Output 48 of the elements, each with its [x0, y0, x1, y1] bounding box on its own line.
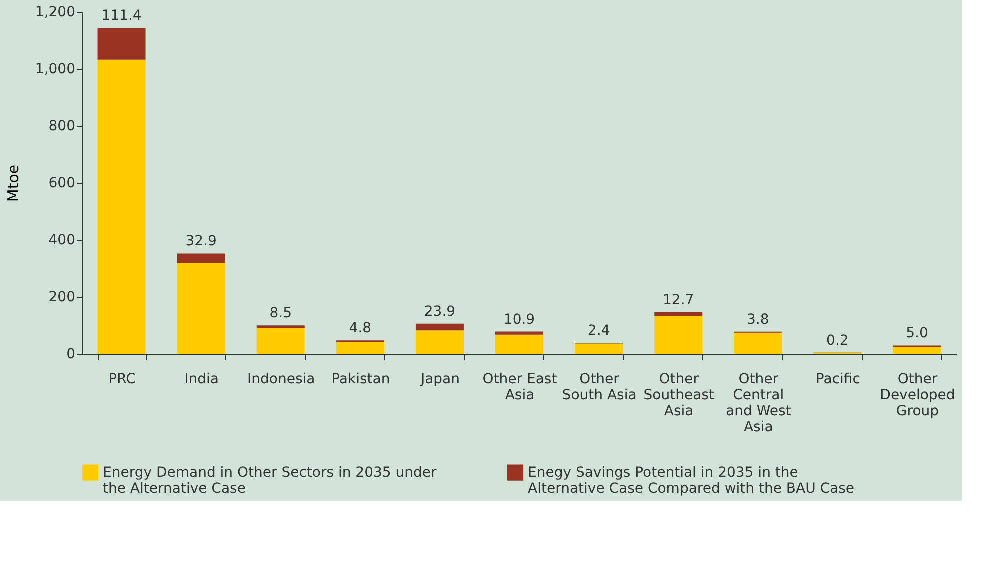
data-label: 10.9	[504, 312, 536, 328]
bar	[256, 328, 305, 354]
data-label: 12.7	[663, 292, 694, 308]
data-label: 8.5	[270, 306, 292, 322]
data-label: 32.9	[186, 234, 217, 250]
bar	[256, 326, 305, 328]
bar	[893, 347, 942, 354]
y-axis-title: Mtoe	[4, 164, 22, 202]
x-tick-label: PRC	[108, 372, 136, 388]
data-label: 5.0	[906, 326, 928, 342]
x-tick-label: Indonesia	[248, 372, 316, 388]
bar	[177, 263, 226, 354]
bar	[496, 334, 544, 354]
x-tick-label: Japan	[420, 372, 460, 388]
data-label: 111.4	[102, 8, 142, 24]
bar	[98, 28, 146, 60]
bar	[496, 332, 544, 335]
bar	[654, 316, 703, 354]
y-tick-label: 200	[48, 290, 76, 306]
data-label: 3.8	[747, 312, 770, 328]
bar	[416, 324, 464, 331]
bar	[654, 312, 703, 316]
x-tick-label: Pakistan	[332, 372, 390, 388]
x-tick-label: Other East Asia	[482, 372, 558, 404]
bar	[336, 342, 384, 354]
x-tick-label: Other South Asia	[562, 372, 637, 404]
x-tick-label: Other Developed Group	[880, 372, 956, 420]
data-label: 0.2	[826, 332, 849, 349]
legend-label: Energy Demand in Other Sectors in 2035 under the Alternative Case	[103, 464, 437, 497]
bar	[734, 332, 782, 354]
y-tick-label: 600	[48, 176, 76, 192]
data-label: 23.9	[424, 304, 456, 320]
y-tick-label: 400	[48, 232, 76, 248]
x-tick-label: Other Southeast Asia	[644, 372, 715, 420]
y-tick-label: 800	[48, 118, 76, 134]
x-tick-label: India	[184, 372, 219, 388]
data-label: 4.8	[349, 320, 372, 337]
bar	[575, 344, 624, 354]
bar	[416, 330, 464, 354]
x-tick-label: Pacific	[816, 372, 860, 388]
bar	[98, 60, 146, 354]
y-tick-label: 1,000	[35, 62, 76, 78]
legend-label: Enegy Savings Potential in 2035 in the Alternative Case Compared with the BAU Case	[528, 464, 855, 497]
data-label: 2.4	[588, 323, 610, 340]
x-tick-label: Other Central and West Asia	[726, 372, 792, 436]
bar	[177, 254, 226, 264]
y-tick-label: 1,200	[35, 4, 76, 20]
y-tick-label: 0	[66, 346, 76, 362]
